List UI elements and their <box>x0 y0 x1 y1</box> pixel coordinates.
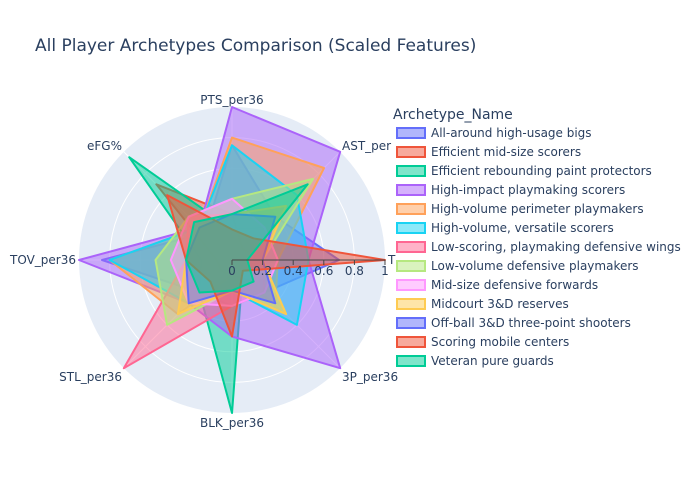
legend-label: High-impact playmaking scorers <box>431 183 625 197</box>
legend-item[interactable]: Efficient mid-size scorers <box>396 145 581 159</box>
legend-swatch <box>396 336 426 348</box>
radial-tick-label: 0.2 <box>253 264 272 278</box>
angular-axis-label: T <box>387 253 396 267</box>
legend-swatch <box>396 222 426 234</box>
legend-swatch <box>396 146 426 158</box>
radial-tick-label: 0.4 <box>284 264 303 278</box>
radial-tick-label: 0.8 <box>345 264 364 278</box>
legend-label: Off-ball 3&D three-point shooters <box>431 316 631 330</box>
angular-axis-label: eFG% <box>87 139 122 153</box>
legend-swatch <box>396 165 426 177</box>
legend-label: Low-scoring, playmaking defensive wings <box>431 240 681 254</box>
legend: Archetype_Name All-around high-usage big… <box>393 107 681 368</box>
legend-label: Midcourt 3&D reserves <box>431 297 569 311</box>
legend-label: High-volume, versatile scorers <box>431 221 614 235</box>
legend-swatch <box>396 241 426 253</box>
legend-item[interactable]: Mid-size defensive forwards <box>396 278 598 292</box>
polar-area: 0 0.2 0.4 0.6 0.8 1 PTS_per36 AST_per T 3P_per36 B… <box>9 93 398 430</box>
angular-axis-label: PTS_per36 <box>200 93 263 107</box>
legend-item[interactable]: Off-ball 3&D three-point shooters <box>396 316 631 330</box>
legend-item[interactable]: High-volume, versatile scorers <box>396 221 614 235</box>
legend-swatch <box>396 279 426 291</box>
legend-label: Low-volume defensive playmakers <box>431 259 639 273</box>
legend-item[interactable]: Low-volume defensive playmakers <box>396 259 639 273</box>
legend-label: Efficient mid-size scorers <box>431 145 581 159</box>
legend-label: Efficient rebounding paint protectors <box>431 164 652 178</box>
radial-tick-label: 0 <box>228 264 236 278</box>
angular-axis-label: STL_per36 <box>59 370 122 384</box>
legend-label: Mid-size defensive forwards <box>431 278 598 292</box>
angular-axis-label: 3P_per36 <box>342 370 398 384</box>
legend-swatch <box>396 298 426 310</box>
legend-title: Archetype_Name <box>393 107 513 123</box>
radial-tick-label: 1 <box>381 264 389 278</box>
legend-label: Scoring mobile centers <box>431 335 569 349</box>
legend-swatch <box>396 260 426 272</box>
legend-swatch <box>396 355 426 367</box>
legend-item[interactable]: Veteran pure guards <box>396 354 554 368</box>
legend-item[interactable]: Scoring mobile centers <box>396 335 569 349</box>
angular-axis-label: TOV_per36 <box>9 253 76 267</box>
legend-item[interactable]: All-around high-usage bigs <box>396 126 592 140</box>
legend-swatch <box>396 203 426 215</box>
legend-item[interactable]: High-volume perimeter playmakers <box>396 202 644 216</box>
chart-title: All Player Archetypes Comparison (Scaled… <box>35 36 476 56</box>
legend-swatch <box>396 317 426 329</box>
radial-tick-label: 0.6 <box>314 264 333 278</box>
legend-swatch <box>396 184 426 196</box>
legend-item[interactable]: Efficient rebounding paint protectors <box>396 164 652 178</box>
legend-label: High-volume perimeter playmakers <box>431 202 644 216</box>
angular-axis-label: AST_per <box>342 139 391 153</box>
angular-axis-label: BLK_per36 <box>200 416 264 430</box>
legend-item[interactable]: Low-scoring, playmaking defensive wings <box>396 240 681 254</box>
legend-swatch <box>396 127 426 139</box>
legend-item[interactable]: Midcourt 3&D reserves <box>396 297 569 311</box>
legend-label: All-around high-usage bigs <box>431 126 592 140</box>
legend-label: Veteran pure guards <box>431 354 554 368</box>
series-polygon <box>185 183 309 294</box>
legend-item[interactable]: High-impact playmaking scorers <box>396 183 625 197</box>
